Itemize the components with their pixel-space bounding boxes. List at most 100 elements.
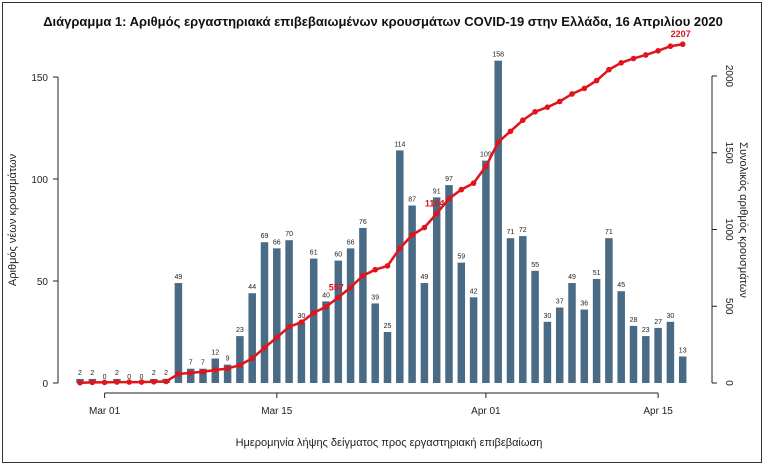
bar-value-label: 25 xyxy=(384,323,392,330)
bar-value-label: 71 xyxy=(605,229,613,236)
bar-value-label: 30 xyxy=(298,313,306,320)
bar-value-label: 66 xyxy=(347,239,355,246)
cumulative-point xyxy=(544,104,551,110)
bar xyxy=(371,303,379,383)
cumulative-point xyxy=(286,324,292,330)
bar-value-label: 76 xyxy=(359,219,367,226)
bar xyxy=(297,321,306,383)
bar xyxy=(186,368,195,383)
cumulative-point xyxy=(310,310,317,316)
cumulative-point xyxy=(397,245,403,252)
cumulative-point xyxy=(532,108,538,115)
bar-value-label: 55 xyxy=(531,262,539,269)
bar-value-label: 2 xyxy=(90,370,94,377)
cumulative-point xyxy=(224,365,231,372)
cumulative-point xyxy=(114,379,120,385)
bars-layer xyxy=(76,60,687,384)
cumulative-point xyxy=(667,43,674,50)
bar xyxy=(531,270,539,383)
bar xyxy=(617,291,625,383)
bar xyxy=(580,309,589,383)
bar-value-label: 27 xyxy=(654,319,662,326)
cumulative-point xyxy=(237,362,243,368)
bar xyxy=(457,262,466,383)
bar-value-label: 51 xyxy=(593,270,601,277)
bar-value-label: 72 xyxy=(519,227,527,234)
cumulative-point xyxy=(101,379,108,386)
bar xyxy=(654,327,662,383)
bar-value-label: 70 xyxy=(285,231,293,238)
cumulative-point xyxy=(507,128,514,135)
bar xyxy=(248,293,256,383)
bar xyxy=(678,356,687,383)
y-axis-right-label: Συνολικός αριθμός κρουσμάτων xyxy=(737,142,749,298)
cumulative-point xyxy=(360,272,366,279)
cumulative-point xyxy=(593,77,600,84)
y-right-tick-label: 2000 xyxy=(723,65,734,88)
cumulative-point xyxy=(483,163,489,170)
bar-value-label: 23 xyxy=(642,327,650,334)
bar-value-label: 109 xyxy=(480,152,492,159)
bar xyxy=(469,297,478,383)
cumulative-point xyxy=(409,232,415,238)
cumulative-point xyxy=(421,224,428,231)
bar-value-label: 0 xyxy=(103,374,107,381)
cumulative-point xyxy=(372,266,379,273)
bar-value-label: 59 xyxy=(457,254,465,261)
bar-value-label: 49 xyxy=(175,274,183,281)
bar xyxy=(346,248,355,383)
chart-title: Διάγραμμα 1: Αριθμός εργαστηριακά επιβεβ… xyxy=(43,14,723,29)
y-right-tick-label: 1000 xyxy=(723,218,734,241)
bar xyxy=(519,236,527,383)
bar-value-label: 7 xyxy=(201,360,205,367)
cumulative-point xyxy=(212,367,219,373)
cumulative-point xyxy=(261,344,268,351)
bar-value-label: 49 xyxy=(421,274,429,281)
bar xyxy=(482,160,490,383)
cumulative-point xyxy=(446,195,452,202)
bar xyxy=(543,321,552,383)
bar xyxy=(285,240,293,383)
cumulative-point xyxy=(335,294,342,301)
bar-value-label: 69 xyxy=(261,233,269,240)
bar-value-label: 2 xyxy=(78,370,82,377)
bar xyxy=(309,258,318,383)
bar xyxy=(666,321,675,383)
cumulative-point xyxy=(200,368,206,375)
cumulative-point xyxy=(520,117,526,124)
bar-value-label: 23 xyxy=(236,327,244,334)
cumulative-value-label: 557 xyxy=(329,283,344,293)
bar-value-label: 87 xyxy=(408,197,416,204)
cumulative-point xyxy=(274,334,280,341)
x-tick-label: Mar 15 xyxy=(261,406,293,417)
cumulative-point xyxy=(606,66,612,73)
bar xyxy=(223,364,232,383)
bar xyxy=(236,336,244,383)
bar-value-label: 45 xyxy=(617,282,625,289)
bar xyxy=(445,185,453,383)
cumulative-point xyxy=(187,370,194,376)
y-left-tick-label: 50 xyxy=(37,277,49,288)
cumulative-point xyxy=(138,379,145,385)
bar xyxy=(605,238,613,383)
bar xyxy=(273,248,281,383)
cumulative-point xyxy=(618,59,624,66)
bar-value-label: 2 xyxy=(115,370,119,377)
cumulative-point xyxy=(581,85,588,92)
bar xyxy=(383,332,392,383)
bar-value-label: 39 xyxy=(371,294,379,301)
bar-value-label: 66 xyxy=(273,239,281,246)
bar xyxy=(334,260,343,383)
y-left-tick-label: 100 xyxy=(31,175,48,186)
cumulative-point xyxy=(679,41,686,48)
y-axis-left-label: Αριθμός νέων κρουσμάτων xyxy=(7,153,19,286)
bar-value-label: 0 xyxy=(140,374,144,381)
bar xyxy=(642,336,650,383)
cumulative-value-label: 1104 xyxy=(425,199,445,209)
bar xyxy=(494,60,502,384)
cumulative-point xyxy=(347,284,354,291)
x-axis-label: Ημερομηνία λήψης δείγματος προς εργαστηρ… xyxy=(236,437,543,449)
cumulative-point xyxy=(470,180,477,186)
cumulative-point xyxy=(249,355,255,362)
bar-value-label: 114 xyxy=(394,141,405,148)
